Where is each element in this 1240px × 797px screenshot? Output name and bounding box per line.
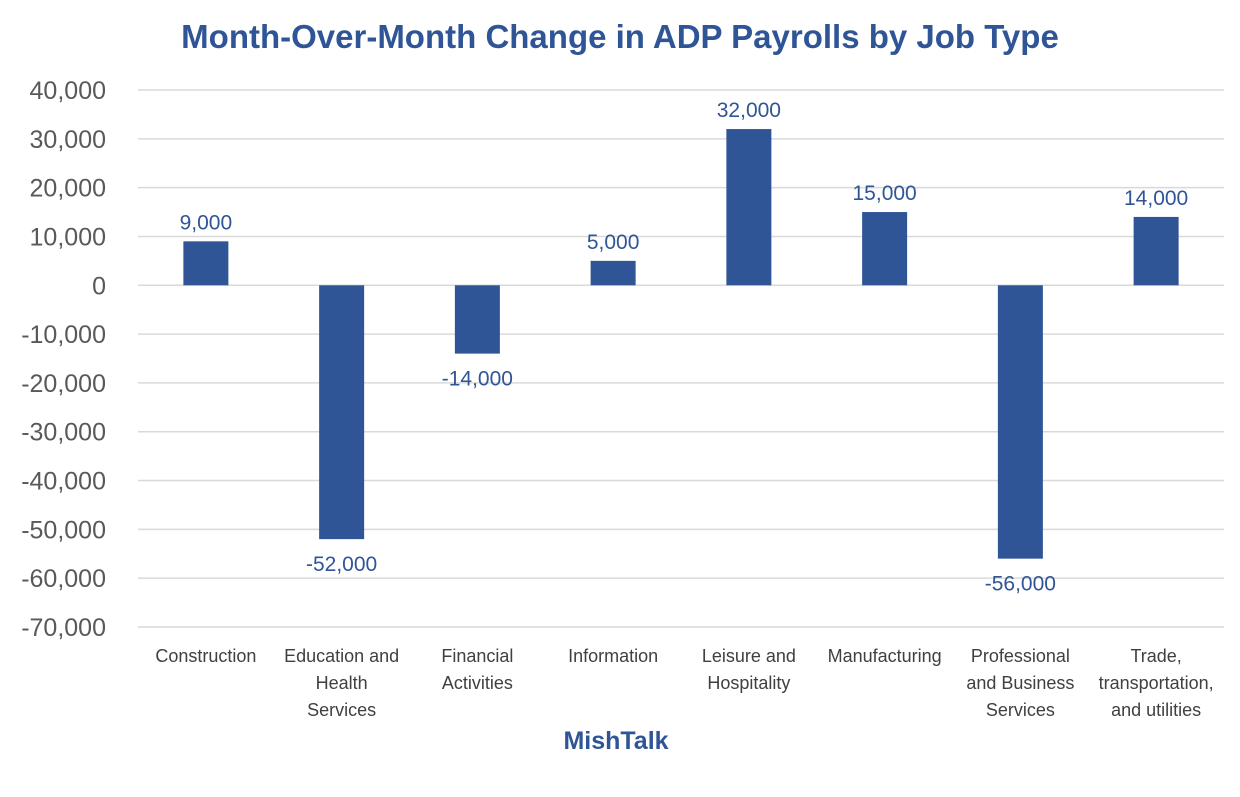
- data-label: 32,000: [717, 99, 781, 122]
- bar: [997, 285, 1043, 559]
- data-label: 15,000: [853, 182, 917, 205]
- bar: [862, 212, 908, 286]
- x-axis-label: MishTalk: [563, 727, 668, 755]
- y-tick-label: -40,000: [21, 468, 106, 496]
- bar: [1133, 216, 1179, 286]
- data-label: 5,000: [587, 231, 640, 254]
- bar: [454, 285, 500, 354]
- x-tick-label: Construction: [155, 646, 256, 666]
- x-axis: Construction Education and Health Services F…: [155, 646, 1213, 720]
- y-axis: 40,000 30,000 20,000 10,000 0 -10,000 -20,000 -…: [21, 77, 106, 642]
- y-tick-label: -30,000: [21, 419, 106, 447]
- y-tick-label: 20,000: [30, 175, 106, 203]
- y-tick-label: -50,000: [21, 516, 106, 544]
- y-tick-label: 40,000: [30, 77, 106, 105]
- x-tick-label: Professional and Business Services: [966, 646, 1074, 720]
- y-tick-label: 10,000: [30, 223, 106, 251]
- gridlines: [138, 89, 1224, 628]
- data-label: -14,000: [442, 368, 513, 391]
- bar: [590, 260, 636, 286]
- y-tick-label: -70,000: [21, 614, 106, 642]
- data-label: -56,000: [985, 573, 1056, 596]
- data-label: 14,000: [1124, 187, 1188, 210]
- y-tick-label: -10,000: [21, 321, 106, 349]
- y-tick-label: 0: [92, 272, 106, 300]
- data-label: -52,000: [306, 553, 377, 576]
- bar: [726, 129, 772, 286]
- y-tick-label: -20,000: [21, 370, 106, 398]
- x-tick-label: Trade, transportation, and utilities: [1099, 646, 1214, 720]
- bar: [183, 241, 229, 286]
- y-tick-label: 30,000: [30, 126, 106, 154]
- x-tick-label: Information: [568, 646, 658, 666]
- x-tick-label: Education and Health Services: [284, 646, 399, 720]
- chart-title: Month-Over-Month Change in ADP Payrolls …: [181, 18, 1059, 55]
- x-tick-label: Manufacturing: [828, 646, 942, 666]
- bar: [319, 285, 365, 540]
- data-labels: 9,000 -52,000 -14,000 5,000 32,000 15,000 -56,…: [180, 99, 1189, 596]
- x-tick-label: Financial Activities: [441, 646, 513, 693]
- bars: [183, 129, 1179, 559]
- data-label: 9,000: [180, 211, 233, 234]
- x-tick-label: Leisure and Hospitality: [702, 646, 796, 693]
- y-tick-label: -60,000: [21, 565, 106, 593]
